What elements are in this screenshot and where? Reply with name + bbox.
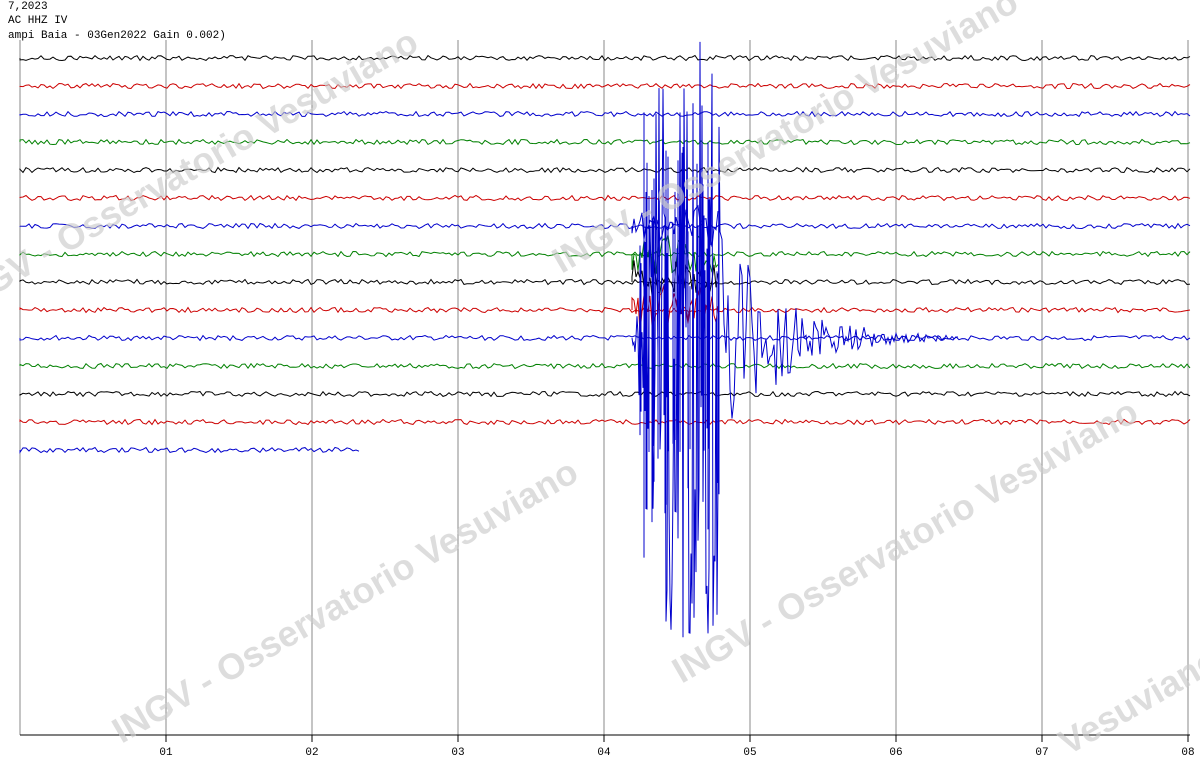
- header-line-2: AC HHZ IV: [8, 14, 226, 28]
- header-line-1: 7,2023: [8, 0, 226, 14]
- seismogram-svg: 01 02 03 04 05 06 07 08: [0, 0, 1200, 769]
- svg-text:07: 07: [1035, 747, 1048, 759]
- header-line-3: ampi Baia - 03Gen2022 Gain 0.002): [8, 29, 226, 43]
- svg-text:06: 06: [889, 747, 902, 759]
- svg-text:04: 04: [597, 747, 611, 759]
- svg-text:01: 01: [159, 747, 173, 759]
- header-block: 7,2023 AC HHZ IV ampi Baia - 03Gen2022 G…: [8, 0, 226, 43]
- seismogram-plot: 01 02 03 04 05 06 07 08: [0, 0, 1200, 769]
- svg-text:05: 05: [743, 747, 756, 759]
- svg-text:08: 08: [1181, 747, 1194, 759]
- svg-text:03: 03: [451, 747, 464, 759]
- svg-text:02: 02: [305, 747, 318, 759]
